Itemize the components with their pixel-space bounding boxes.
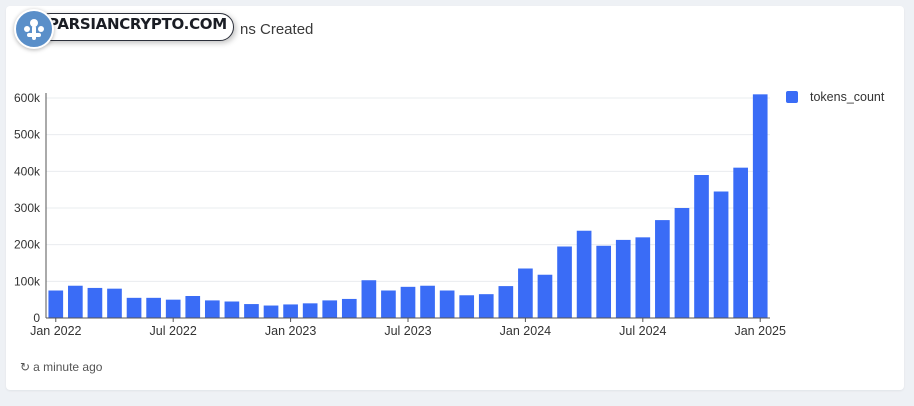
- watermark-logo: PARSIANCRYPTO.COM: [14, 9, 236, 49]
- bar[interactable]: [478, 294, 494, 318]
- y-tick-label: 500k: [14, 128, 41, 142]
- bar[interactable]: [322, 300, 338, 318]
- bar[interactable]: [635, 237, 651, 318]
- bar[interactable]: [204, 300, 220, 318]
- x-tick-label: Jan 2024: [500, 324, 551, 338]
- bar[interactable]: [244, 304, 259, 318]
- y-tick-label: 0: [33, 311, 40, 325]
- legend-swatch: [786, 91, 798, 103]
- bar[interactable]: [126, 297, 142, 318]
- x-tick-label: Jan 2023: [265, 324, 316, 338]
- bar[interactable]: [655, 220, 670, 318]
- bar[interactable]: [733, 167, 748, 318]
- bar[interactable]: [107, 288, 122, 318]
- legend[interactable]: tokens_count: [786, 90, 884, 104]
- bar[interactable]: [752, 94, 768, 318]
- last-updated-text: a minute ago: [33, 360, 103, 374]
- y-tick-label: 300k: [14, 201, 41, 215]
- bar[interactable]: [400, 286, 416, 318]
- x-tick-label: Jan 2025: [734, 324, 785, 338]
- bars: [48, 94, 768, 319]
- bar[interactable]: [381, 290, 396, 319]
- bar[interactable]: [596, 245, 612, 318]
- chart-title: ns Created: [240, 21, 314, 38]
- watermark-pill: [36, 13, 234, 41]
- bar[interactable]: [341, 298, 357, 318]
- bar[interactable]: [48, 290, 64, 319]
- bar[interactable]: [146, 297, 161, 318]
- refresh-icon[interactable]: ↻: [20, 360, 31, 374]
- x-axis-labels: Jan 2022 Jul 2022 Jan 2023 Jul 2023 Jan 2024…: [30, 318, 786, 338]
- last-updated: ↻ a minute ago: [20, 360, 102, 374]
- bar[interactable]: [283, 304, 298, 318]
- bar[interactable]: [87, 287, 103, 318]
- x-tick-label: Jul 2024: [619, 324, 666, 338]
- bar[interactable]: [361, 280, 377, 318]
- x-tick-label: Jul 2022: [150, 324, 197, 338]
- bar[interactable]: [576, 230, 592, 318]
- bar[interactable]: [518, 268, 533, 319]
- bar[interactable]: [68, 285, 83, 318]
- bar[interactable]: [439, 290, 455, 319]
- y-tick-label: 200k: [14, 238, 41, 252]
- bar[interactable]: [185, 296, 201, 318]
- bar[interactable]: [224, 301, 240, 319]
- y-axis-labels: 0 100k 200k 300k 400k 500k 600k: [14, 91, 41, 325]
- bar[interactable]: [165, 299, 181, 318]
- bar[interactable]: [420, 285, 435, 318]
- bar[interactable]: [498, 286, 514, 318]
- y-tick-label: 400k: [14, 164, 41, 178]
- bar[interactable]: [263, 305, 279, 318]
- x-tick-label: Jul 2023: [384, 324, 431, 338]
- bar[interactable]: [459, 295, 475, 318]
- bar[interactable]: [713, 191, 729, 319]
- bar[interactable]: [694, 175, 709, 318]
- bar[interactable]: [557, 246, 572, 319]
- legend-label: tokens_count: [810, 90, 885, 104]
- bar[interactable]: [537, 274, 553, 318]
- bar[interactable]: [615, 239, 631, 318]
- brand-logo-icon: [14, 9, 54, 49]
- bar[interactable]: [674, 208, 690, 318]
- y-tick-label: 100k: [14, 274, 41, 288]
- bar[interactable]: [302, 303, 318, 318]
- x-tick-label: Jan 2022: [30, 324, 81, 338]
- y-tick-label: 600k: [14, 91, 41, 105]
- watermark-text: PARSIANCRYPTO.COM: [48, 15, 227, 33]
